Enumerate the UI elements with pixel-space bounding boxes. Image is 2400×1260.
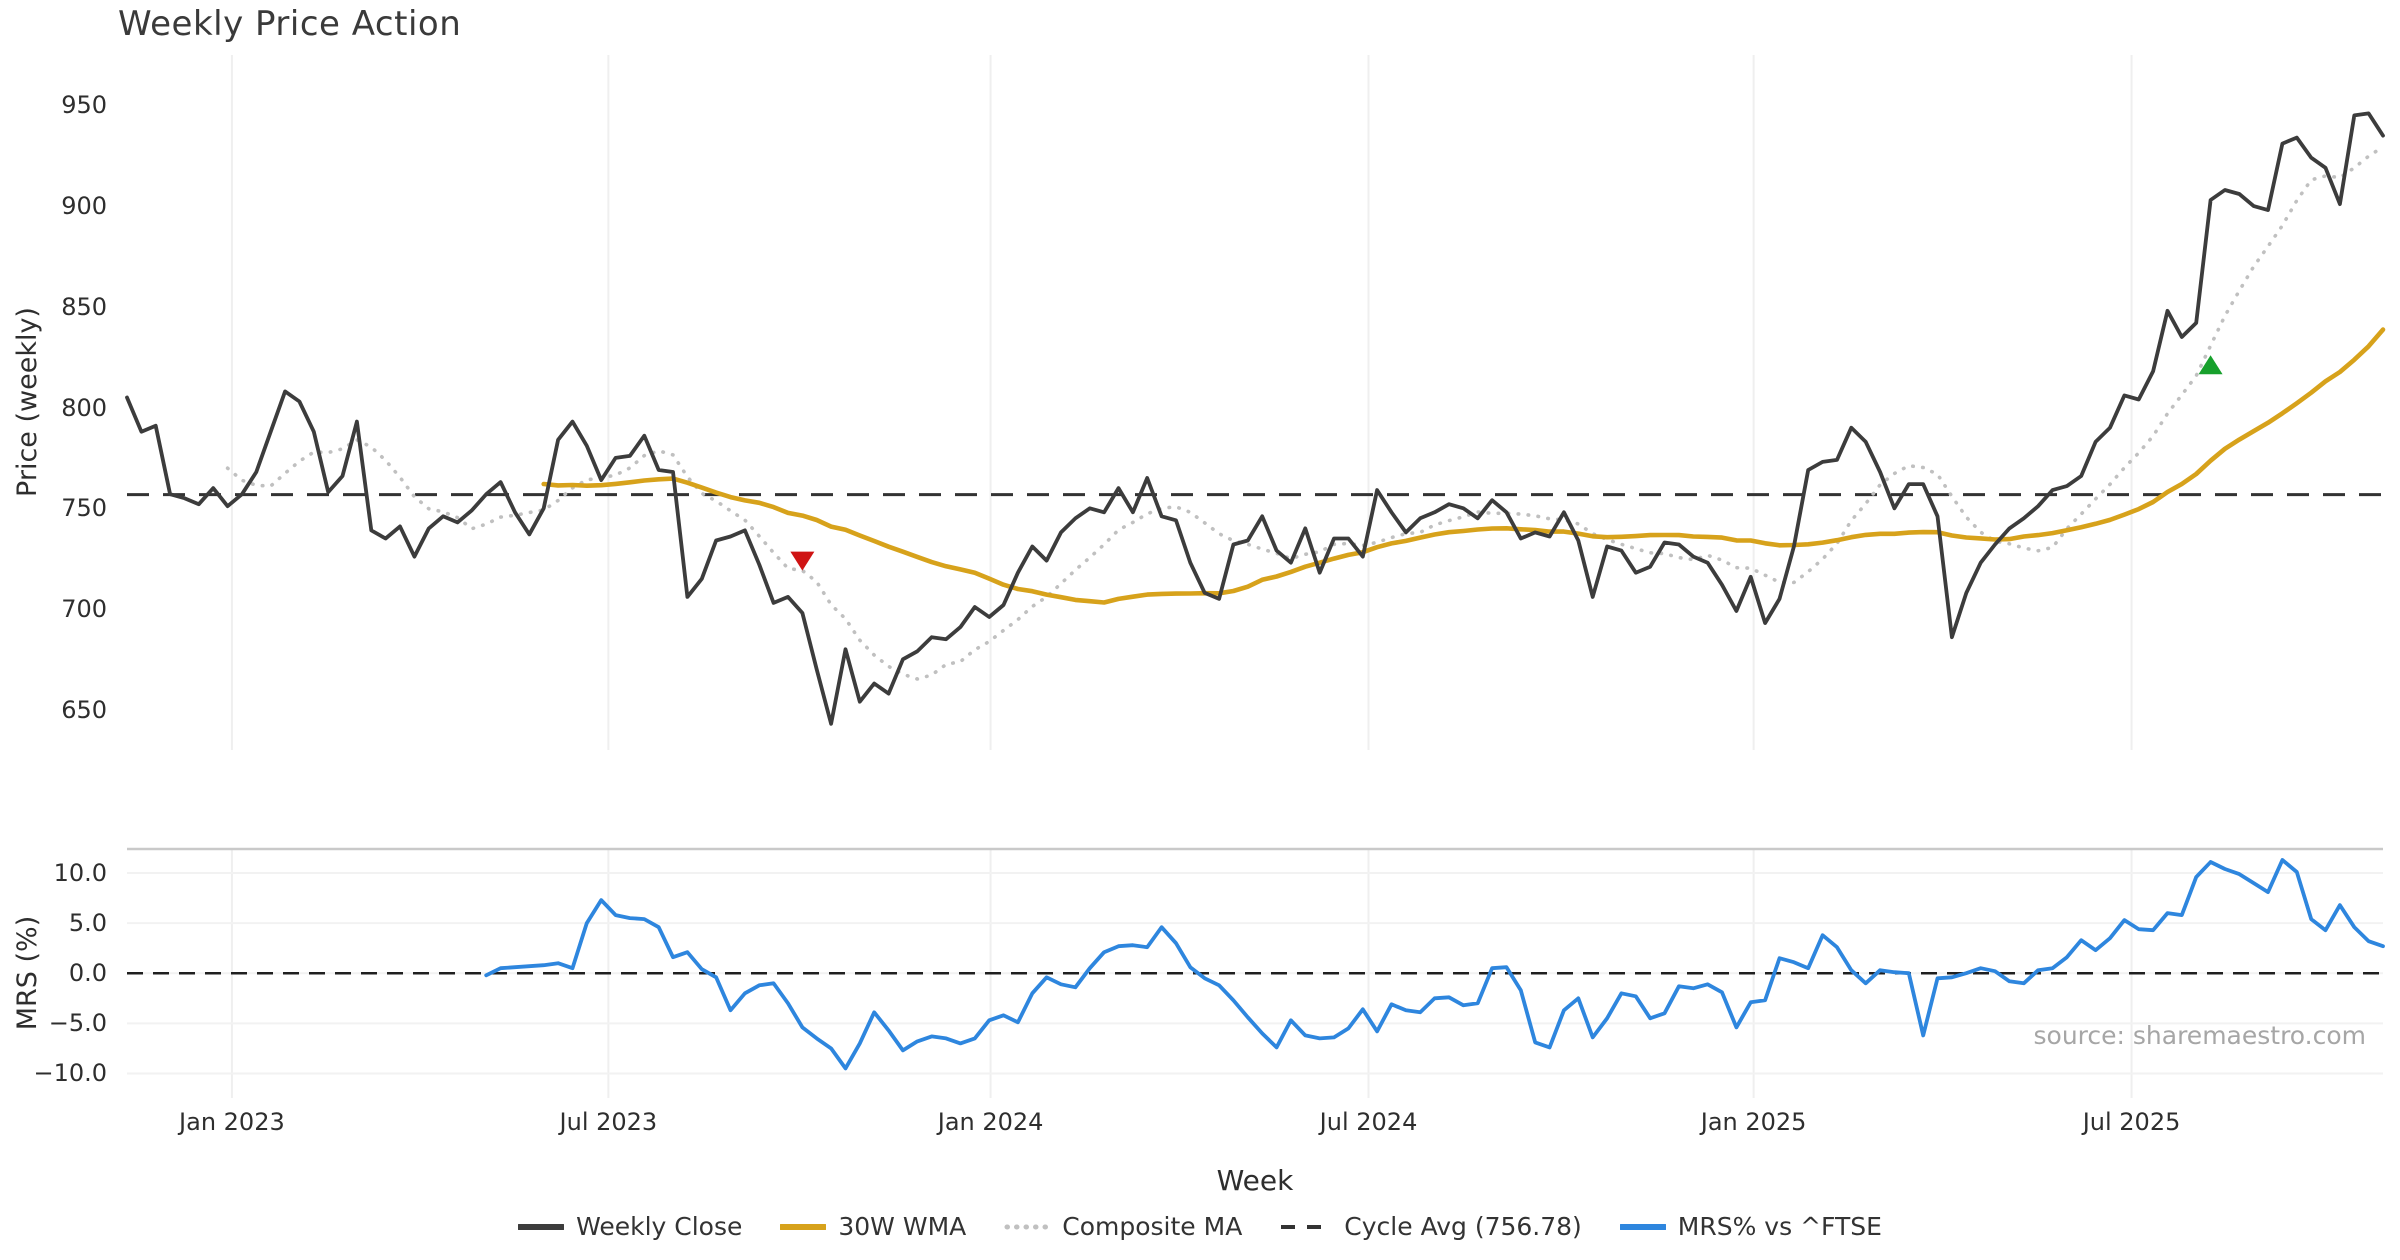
legend-label: MRS% vs ^FTSE: [1677, 1212, 1882, 1241]
legend-item-cycle-avg: Cycle Avg (756.78): [1280, 1212, 1582, 1241]
x-axis-title: Week: [1216, 1164, 1294, 1197]
cycle-avg-swatch-icon: [1281, 1224, 1332, 1229]
x-tick-label: Jul 2023: [559, 1108, 658, 1136]
legend-item-mrs: MRS% vs ^FTSE: [1619, 1212, 1882, 1241]
price-ytick-label: 700: [61, 594, 107, 623]
legend-item-wma: 30W WMA: [780, 1212, 966, 1241]
composite-ma-swatch-icon: [1004, 1224, 1051, 1229]
price-ytick-label: 650: [61, 695, 107, 724]
x-tick-label: Jan 2023: [179, 1108, 285, 1136]
mrs-ytick-label: 10.0: [53, 859, 107, 888]
x-tick-label: Jul 2024: [1319, 1108, 1418, 1136]
chart-title: Weekly Price Action: [118, 4, 462, 44]
wma-line: [541, 327, 2386, 605]
legend-label: 30W WMA: [838, 1212, 967, 1241]
chart-legend: Weekly Close 30W WMA Composite MA Cycle …: [0, 1212, 2400, 1241]
x-tick-label: Jan 2025: [1700, 1108, 1807, 1136]
buy-marker: [2198, 355, 2223, 375]
mrs-swatch-icon: [1619, 1223, 1666, 1230]
weekly-close-swatch-icon: [518, 1223, 565, 1230]
legend-label: Weekly Close: [576, 1212, 743, 1241]
legend-label: Cycle Avg (756.78): [1344, 1212, 1582, 1241]
mrs-ytick-label: −10.0: [33, 1059, 107, 1088]
weekly-close-line: [125, 111, 2385, 726]
mrs-ytick-label: 5.0: [68, 909, 107, 938]
legend-label: Composite MA: [1062, 1212, 1243, 1241]
price-ytick-label: 950: [61, 91, 107, 120]
x-tick-label: Jan 2024: [937, 1108, 1044, 1136]
source-annotation: source: sharemaestro.com: [2033, 1021, 2367, 1050]
sell-marker: [790, 551, 815, 571]
legend-item-composite: Composite MA: [1004, 1212, 1242, 1241]
mrs-ytick-label: 0.0: [68, 959, 107, 988]
mrs-ytick-label: −5.0: [48, 1009, 107, 1038]
legend-item-weekly-close: Weekly Close: [518, 1212, 742, 1241]
wma-swatch-icon: [780, 1223, 827, 1230]
price-ytick-label: 850: [61, 292, 107, 321]
mrs-line: [484, 858, 2385, 1071]
x-tick-label: Jul 2025: [2082, 1108, 2181, 1136]
composite-ma-line: [225, 145, 2385, 681]
price-ytick-label: 750: [61, 494, 107, 523]
price-ytick-label: 900: [61, 192, 107, 221]
price-ytick-label: 800: [61, 393, 107, 422]
